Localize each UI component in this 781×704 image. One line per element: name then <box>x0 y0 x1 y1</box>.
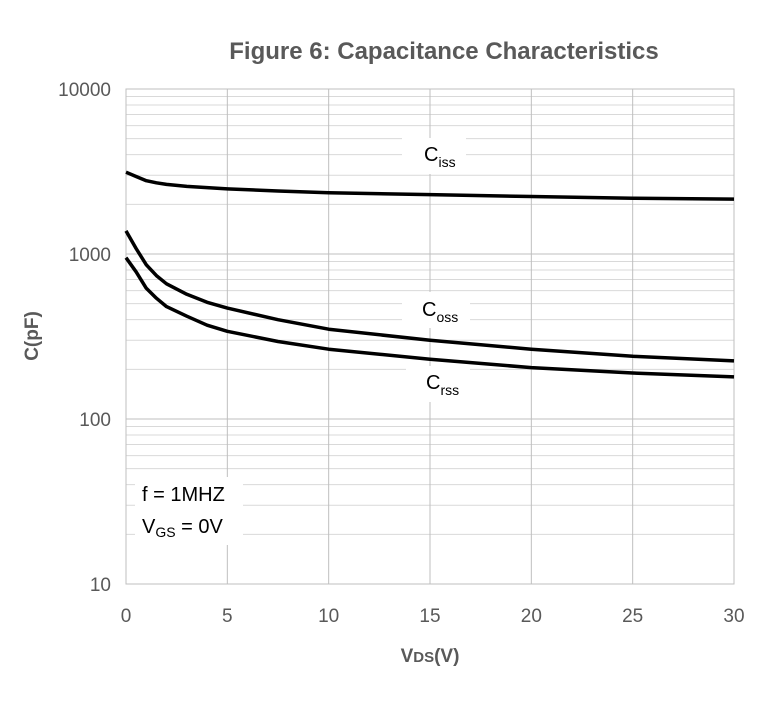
ciss-label: Ciss <box>424 144 456 170</box>
x-tick-label: 15 <box>419 606 440 627</box>
y-tick-label: 1000 <box>69 245 111 266</box>
x-tick-label: 10 <box>318 606 339 627</box>
y-axis-label: C(pF) <box>22 311 43 361</box>
ciss-label-bg <box>402 138 466 174</box>
conditions-bg <box>135 477 243 545</box>
x-tick-label: 5 <box>222 606 233 627</box>
x-tick-label: 30 <box>723 606 744 627</box>
x-tick-label: 25 <box>622 606 643 627</box>
x-tick-label: 0 <box>121 606 132 627</box>
frequency-annotation: f = 1MHZ <box>142 484 225 506</box>
coss-label: Coss <box>422 299 458 325</box>
x-tick-labels: 0 5 10 15 20 25 30 <box>121 606 745 627</box>
y-tick-label: 100 <box>79 410 111 431</box>
series-line-ciss <box>125 170 735 201</box>
y-tick-labels: 10 100 1000 10000 <box>58 80 111 596</box>
coss-label-bg <box>402 292 470 328</box>
series-line-crss <box>124 256 735 379</box>
crss-label-bg <box>406 366 470 402</box>
vgs-annotation: VGS = 0V <box>142 516 223 540</box>
x-axis-label: VDS(V) <box>401 646 460 667</box>
x-tick-label: 20 <box>521 606 542 627</box>
chart-title: Figure 6: Capacitance Characteristics <box>229 38 659 65</box>
series-line-coss <box>124 230 735 363</box>
crss-label: Crss <box>426 372 459 398</box>
series-group <box>124 170 735 379</box>
y-tick-label: 10000 <box>58 80 111 101</box>
plot-area-frame <box>125 88 735 585</box>
y-tick-label: 10 <box>90 575 111 596</box>
